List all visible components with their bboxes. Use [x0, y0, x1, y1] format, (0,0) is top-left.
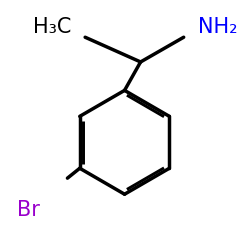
Text: NH₂: NH₂	[198, 17, 238, 37]
Text: H₃C: H₃C	[33, 17, 72, 37]
Text: Br: Br	[17, 200, 40, 220]
